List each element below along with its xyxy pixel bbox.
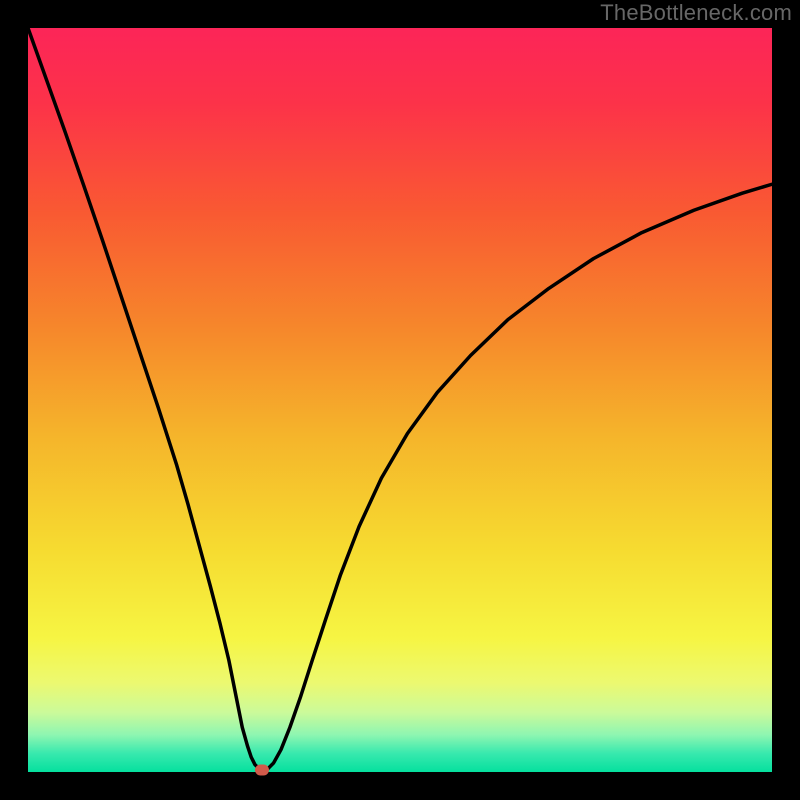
optimum-marker: [255, 764, 269, 775]
watermark-text: TheBottleneck.com: [600, 0, 792, 26]
plot-area: [28, 28, 772, 772]
bottleneck-curve: [28, 28, 772, 772]
